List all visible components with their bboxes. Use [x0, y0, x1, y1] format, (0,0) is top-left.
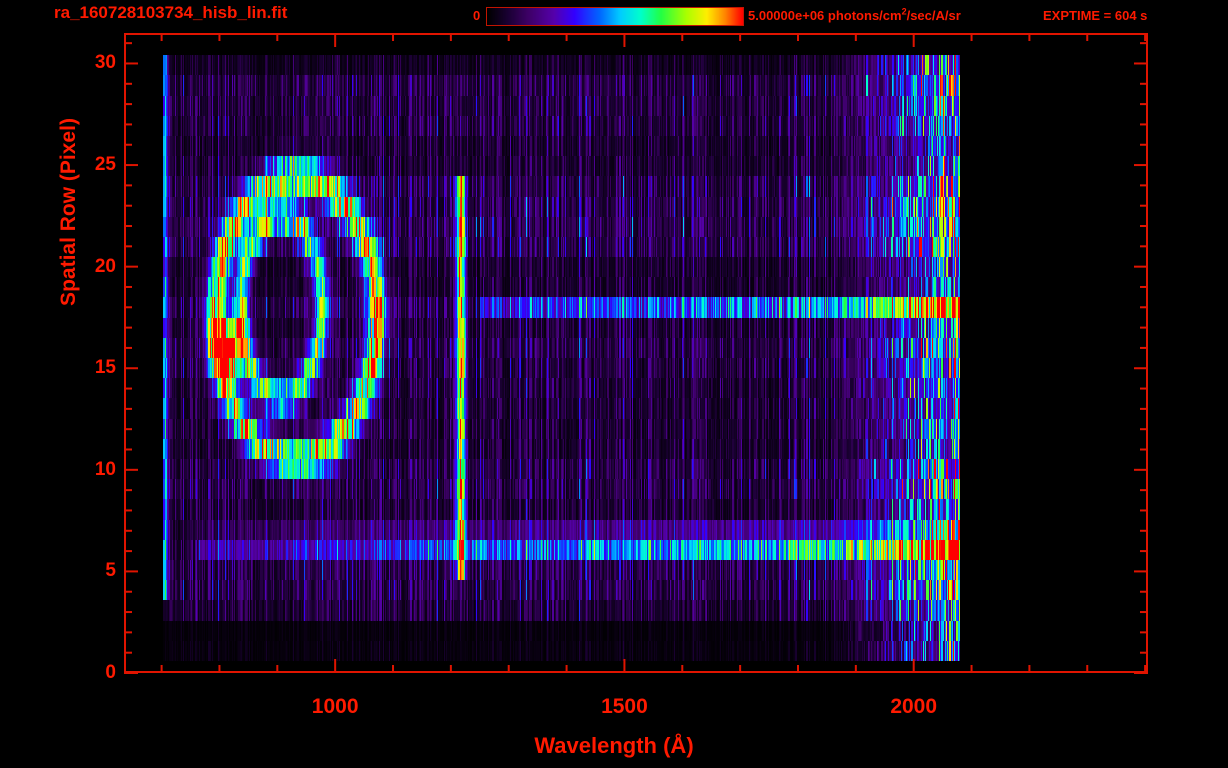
colorbar-max-label: 5.00000e+06 photons/cm2/sec/A/sr: [748, 6, 961, 23]
spectrogram-image: [126, 35, 1146, 671]
x-tick-label: 1500: [601, 695, 648, 718]
colorbar-min-label: 0: [473, 8, 481, 23]
y-tick-label: 15: [94, 357, 116, 379]
x-tick-label: 2000: [890, 695, 938, 718]
y-tick-label: 10: [94, 458, 116, 480]
y-tick-label: 0: [105, 662, 116, 683]
x-axis-title: Wavelength (Å): [534, 733, 694, 758]
colorbar-units-suffix: /sec/A/sr: [906, 8, 961, 23]
y-axis-title-wrapper: Spatial Row (Pixel): [57, 87, 81, 337]
x-axis-title-wrapper: Wavelength (Å): [0, 733, 1228, 759]
x-tick-label: 1000: [311, 695, 359, 718]
y-tick-label: 5: [105, 560, 116, 582]
page-title: ra_160728103734_hisb_lin.fit: [54, 3, 288, 22]
y-axis-title: Spatial Row (Pixel): [57, 118, 80, 306]
colorbar: [486, 7, 744, 26]
colorbar-units-exponent: 2: [901, 6, 907, 17]
y-tick-label: 30: [94, 52, 116, 74]
y-tick-label: 25: [94, 154, 116, 176]
colorbar-max-value: 5.00000e+06: [748, 8, 825, 23]
y-tick-label: 20: [94, 255, 116, 277]
exposure-time-label: EXPTIME = 604 s: [1043, 8, 1148, 23]
colorbar-units-prefix: photons/cm: [827, 8, 902, 23]
